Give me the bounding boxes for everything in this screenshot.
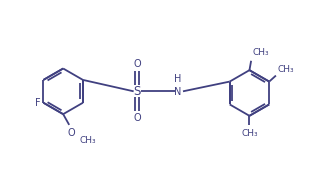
Text: O: O [68, 128, 75, 138]
Text: F: F [35, 98, 41, 108]
Text: CH₃: CH₃ [79, 136, 96, 145]
Text: O: O [133, 59, 141, 69]
Text: CH₃: CH₃ [241, 129, 258, 138]
Text: O: O [133, 113, 141, 123]
Text: N: N [174, 87, 182, 97]
Text: CH₃: CH₃ [278, 65, 294, 74]
Text: S: S [133, 85, 141, 98]
Text: CH₃: CH₃ [252, 48, 269, 57]
Text: H: H [174, 74, 182, 84]
